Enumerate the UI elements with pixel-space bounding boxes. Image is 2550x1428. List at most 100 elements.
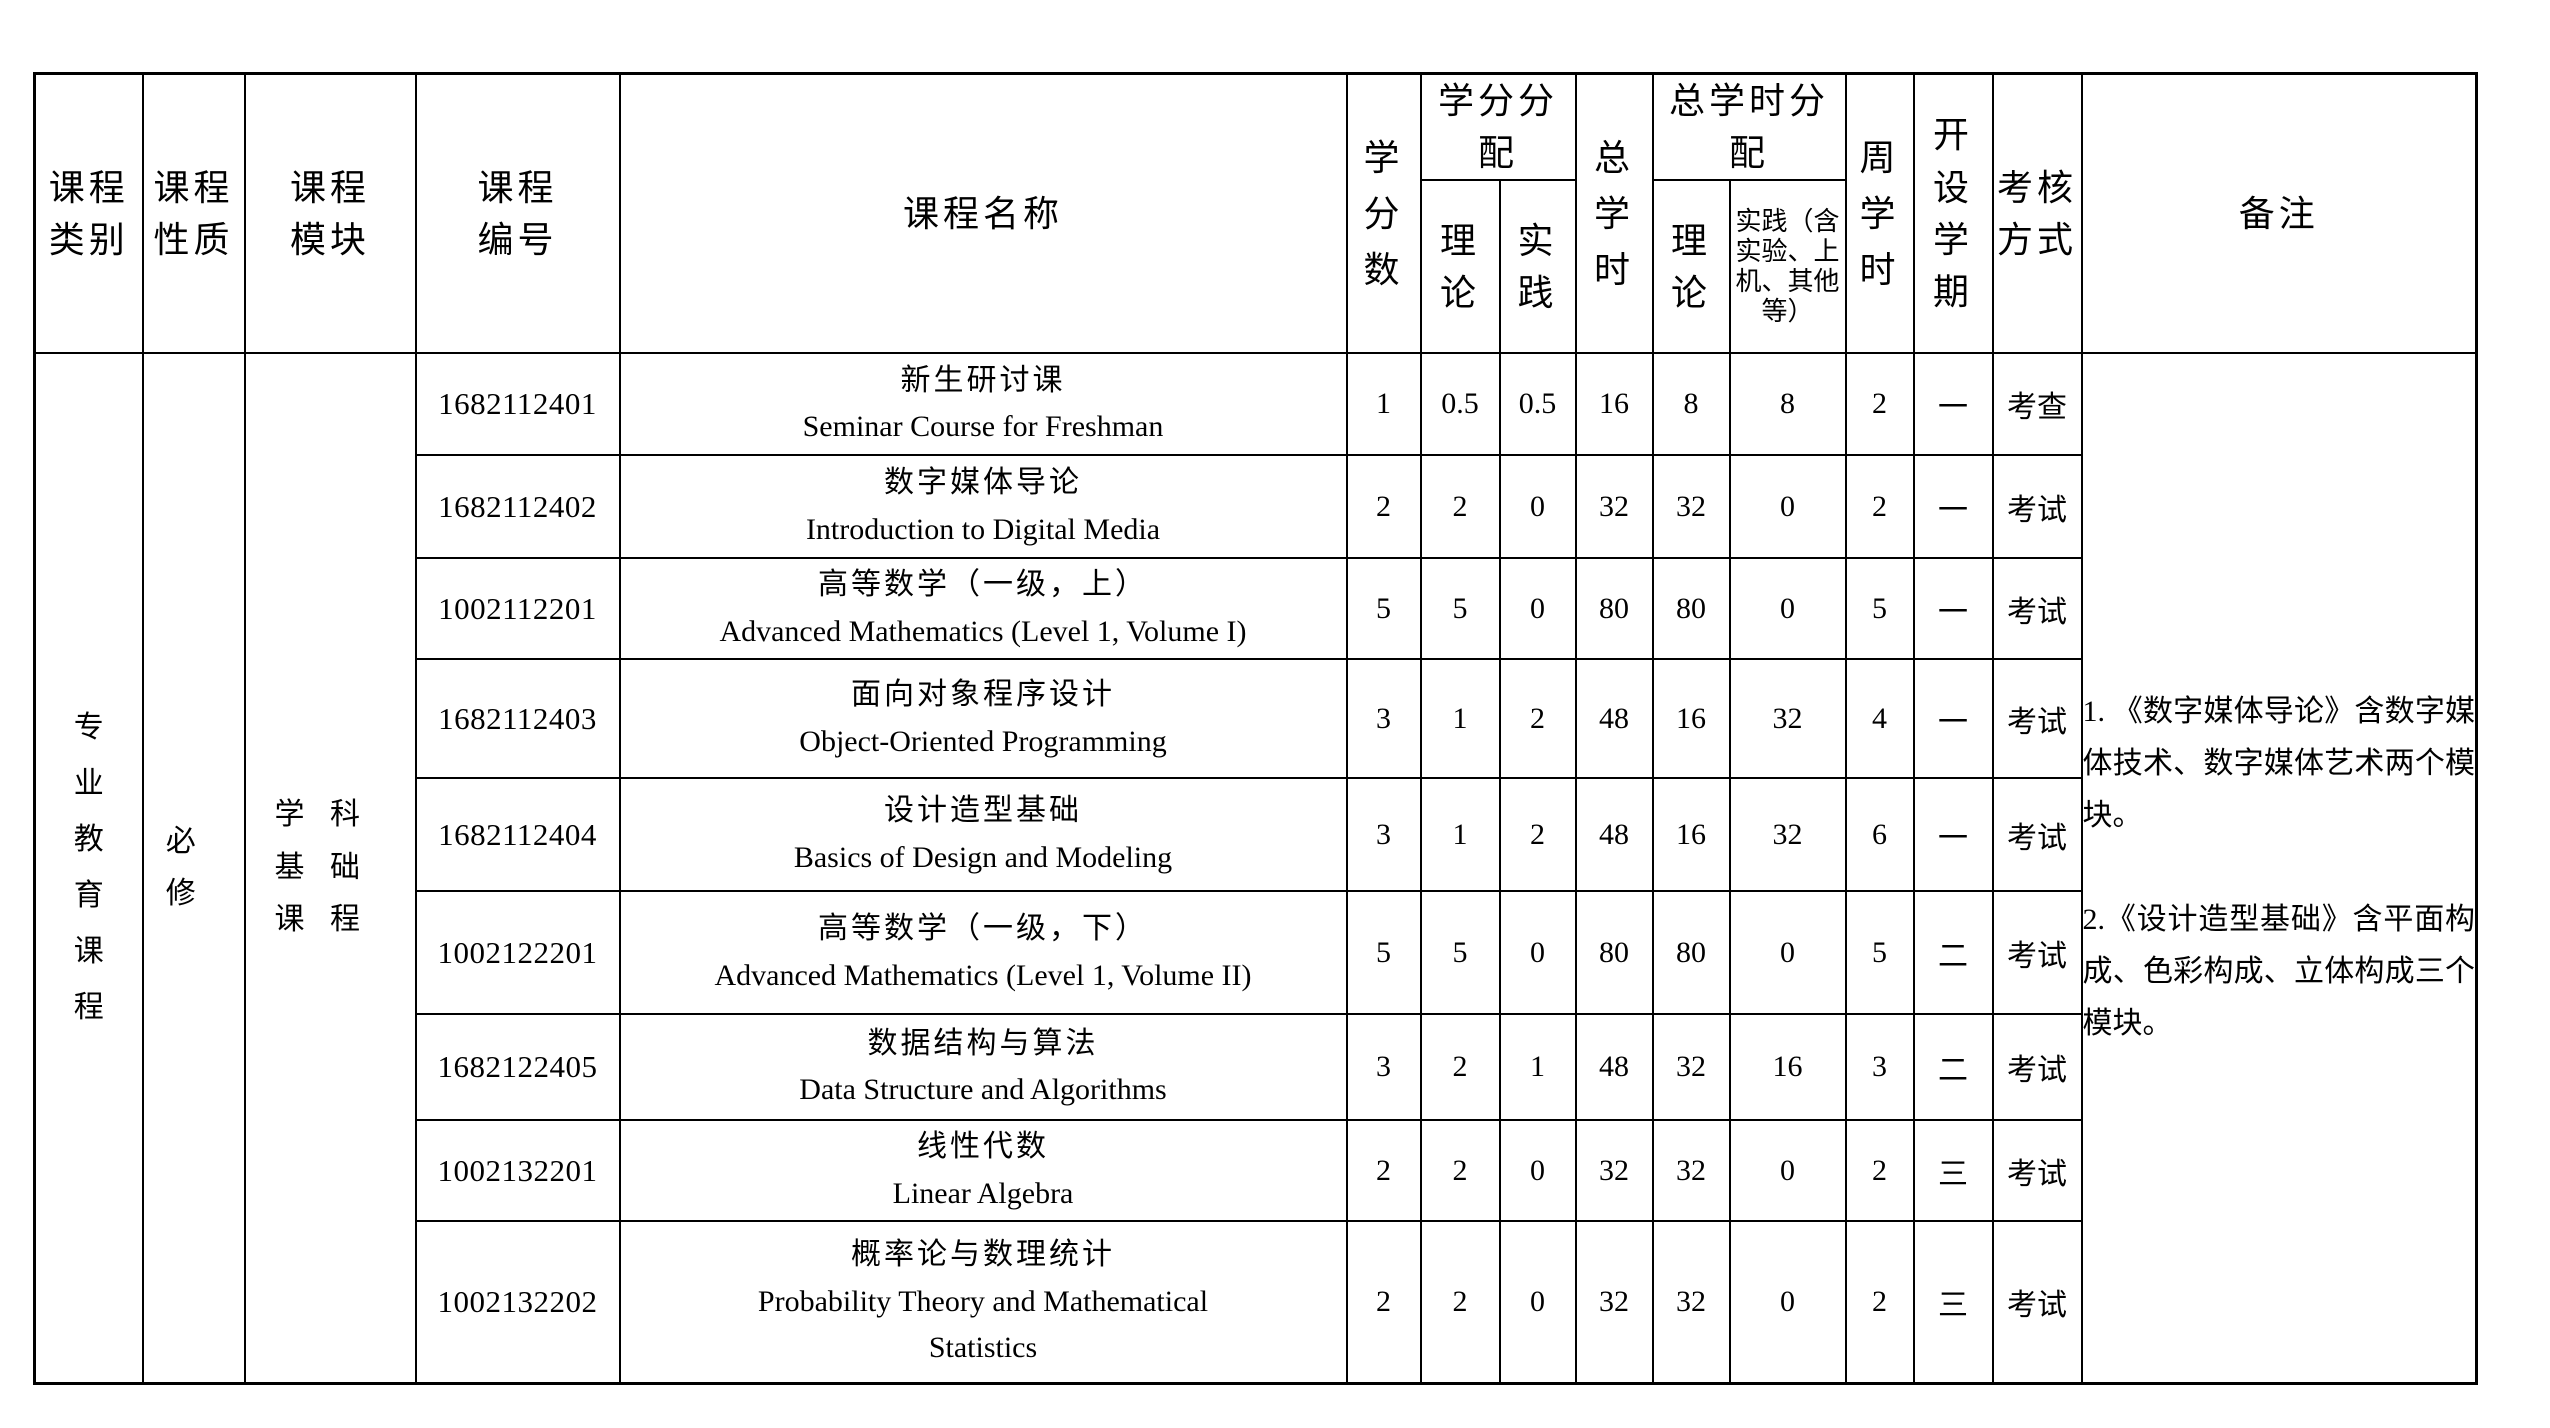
semester-cell: 一 bbox=[1912, 777, 1994, 893]
credit-theory-cell: 0.5 bbox=[1419, 352, 1501, 457]
course-name-en: Data Structure and Algorithms bbox=[799, 1073, 1167, 1107]
course-name-zh: 面向对象程序设计 bbox=[851, 678, 1115, 712]
course-name-zh: 高等数学（一级，下） bbox=[818, 912, 1148, 946]
course-name-en: Probability Theory and Mathematical Stat… bbox=[757, 1284, 1209, 1365]
credit-theory-cell: 2 bbox=[1419, 1119, 1501, 1223]
header-row-1: 课程 类别 课程 性质 课程 模块 课程 编号 课程名称 学 分 数 学分分配 … bbox=[33, 72, 2478, 355]
hours-practice-cell: 32 bbox=[1728, 777, 1847, 893]
hours-practice-cell: 0 bbox=[1728, 1119, 1847, 1223]
assessment-cell: 考试 bbox=[1991, 658, 2083, 780]
group-course-nature: 必修 bbox=[141, 352, 246, 1385]
credits-cell: 3 bbox=[1345, 1013, 1422, 1122]
header-credit-theory: 理论 bbox=[1419, 179, 1501, 355]
header-credits: 学 分 数 bbox=[1345, 72, 1422, 355]
total-hours-cell: 16 bbox=[1574, 352, 1654, 457]
credits-cell: 2 bbox=[1345, 1119, 1422, 1223]
course-code-cell: 1002132201 bbox=[414, 1119, 621, 1223]
course-name-zh: 高等数学（一级，上） bbox=[818, 568, 1148, 602]
hours-theory-cell: 80 bbox=[1651, 557, 1731, 661]
hours-practice-cell: 0 bbox=[1728, 890, 1847, 1016]
credit-practice-cell: 0.5 bbox=[1498, 352, 1577, 457]
course-name-zh: 数字媒体导论 bbox=[884, 466, 1082, 500]
course-name-cell: 面向对象程序设计 Object-Oriented Programming bbox=[618, 658, 1348, 780]
course-name-zh: 线性代数 bbox=[917, 1130, 1049, 1164]
course-code-cell: 1682112402 bbox=[414, 454, 621, 560]
total-hours-cell: 32 bbox=[1574, 454, 1654, 560]
weekly-hours-cell: 5 bbox=[1844, 890, 1915, 1016]
header-total-hours-allocation: 总学时分配 bbox=[1651, 72, 1847, 182]
course-code-cell: 1682112401 bbox=[414, 352, 621, 457]
group-course-category: 专 业 教 育 课 程 bbox=[33, 352, 144, 1385]
course-code-cell: 1682112403 bbox=[414, 658, 621, 780]
semester-cell: 三 bbox=[1912, 1119, 1994, 1223]
credits-cell: 5 bbox=[1345, 557, 1422, 661]
weekly-hours-cell: 6 bbox=[1844, 777, 1915, 893]
course-name-cell: 高等数学（一级，下） Advanced Mathematics (Level 1… bbox=[618, 890, 1348, 1016]
course-name-zh: 新生研讨课 bbox=[900, 363, 1066, 397]
header-course-module: 课程 模块 bbox=[243, 72, 417, 355]
course-name-cell: 高等数学（一级，上） Advanced Mathematics (Level 1… bbox=[618, 557, 1348, 661]
weekly-hours-cell: 5 bbox=[1844, 557, 1915, 661]
header-course-category: 课程 类别 bbox=[33, 72, 144, 355]
credit-theory-cell: 5 bbox=[1419, 557, 1501, 661]
hours-theory-cell: 80 bbox=[1651, 890, 1731, 1016]
header-row-2: 理论 实践 理论 实践（含实验、上机、其他等） bbox=[35, 179, 2477, 355]
course-name-zh: 设计造型基础 bbox=[884, 794, 1082, 828]
weekly-hours-cell: 4 bbox=[1844, 658, 1915, 780]
course-row: 1002132201 线性代数 Linear Algebra 2 2 0 32 … bbox=[35, 1119, 2477, 1223]
credit-theory-cell: 2 bbox=[1419, 454, 1501, 560]
course-name-cell: 概率论与数理统计 Probability Theory and Mathemat… bbox=[618, 1220, 1348, 1385]
course-name-cell: 数字媒体导论 Introduction to Digital Media bbox=[618, 454, 1348, 560]
total-hours-cell: 32 bbox=[1574, 1220, 1654, 1385]
course-row: 1002112201 高等数学（一级，上） Advanced Mathemati… bbox=[35, 557, 2477, 661]
weekly-hours-cell: 2 bbox=[1844, 1220, 1915, 1385]
header-hours-theory: 理论 bbox=[1651, 179, 1731, 355]
hours-practice-cell: 8 bbox=[1728, 352, 1847, 457]
group-course-module: 学科 基础 课程 bbox=[243, 352, 417, 1385]
course-name-en: Object-Oriented Programming bbox=[799, 724, 1167, 758]
course-code-cell: 1002112201 bbox=[414, 557, 621, 661]
hours-theory-cell: 8 bbox=[1651, 352, 1731, 457]
course-name-en: Seminar Course for Freshman bbox=[802, 410, 1164, 444]
header-course-code: 课程 编号 bbox=[414, 72, 621, 355]
header-assessment: 考核 方式 bbox=[1991, 72, 2083, 355]
semester-cell: 三 bbox=[1912, 1220, 1994, 1385]
course-name-en: Linear Algebra bbox=[892, 1176, 1074, 1210]
hours-practice-cell: 16 bbox=[1728, 1013, 1847, 1122]
credits-cell: 2 bbox=[1345, 1220, 1422, 1385]
total-hours-cell: 48 bbox=[1574, 1013, 1654, 1122]
assessment-cell: 考试 bbox=[1991, 777, 2083, 893]
assessment-cell: 考试 bbox=[1991, 557, 2083, 661]
total-hours-cell: 48 bbox=[1574, 777, 1654, 893]
credits-cell: 1 bbox=[1345, 352, 1422, 457]
curriculum-table: 课程 类别 课程 性质 课程 模块 课程 编号 课程名称 学 分 数 学分分配 … bbox=[33, 72, 2479, 1385]
remarks-cell: 1. 《数字媒体导论》含数字媒体技术、数字媒体艺术两个模块。 2.《设计造型基础… bbox=[2080, 352, 2478, 1385]
remark-item: 1. 《数字媒体导论》含数字媒体技术、数字媒体艺术两个模块。 bbox=[2082, 695, 2476, 833]
course-row: 1002122201 高等数学（一级，下） Advanced Mathemati… bbox=[35, 890, 2477, 1016]
credit-theory-cell: 1 bbox=[1419, 777, 1501, 893]
course-name-cell: 新生研讨课 Seminar Course for Freshman bbox=[618, 352, 1348, 457]
course-name-zh: 概率论与数理统计 bbox=[851, 1238, 1115, 1272]
hours-theory-cell: 32 bbox=[1651, 454, 1731, 560]
course-row: 1682122405 数据结构与算法 Data Structure and Al… bbox=[35, 1013, 2477, 1122]
assessment-cell: 考试 bbox=[1991, 1119, 2083, 1223]
header-remarks: 备注 bbox=[2080, 72, 2478, 355]
course-row: 1682112404 设计造型基础 Basics of Design and M… bbox=[35, 777, 2477, 893]
total-hours-cell: 80 bbox=[1574, 890, 1654, 1016]
hours-theory-cell: 32 bbox=[1651, 1220, 1731, 1385]
credit-practice-cell: 0 bbox=[1498, 1119, 1577, 1223]
credit-theory-cell: 2 bbox=[1419, 1013, 1501, 1122]
course-name-en: Advanced Mathematics (Level 1, Volume I) bbox=[719, 614, 1247, 648]
total-hours-cell: 32 bbox=[1574, 1119, 1654, 1223]
course-row: 1682112402 数字媒体导论 Introduction to Digita… bbox=[35, 454, 2477, 560]
semester-cell: 二 bbox=[1912, 890, 1994, 1016]
hours-practice-cell: 0 bbox=[1728, 1220, 1847, 1385]
course-row: 1002132202 概率论与数理统计 Probability Theory a… bbox=[35, 1220, 2477, 1385]
credit-practice-cell: 2 bbox=[1498, 658, 1577, 780]
assessment-cell: 考试 bbox=[1991, 1013, 2083, 1122]
header-semester: 开设 学期 bbox=[1912, 72, 1994, 355]
course-name-cell: 设计造型基础 Basics of Design and Modeling bbox=[618, 777, 1348, 893]
header-course-nature: 课程 性质 bbox=[141, 72, 246, 355]
semester-cell: 一 bbox=[1912, 658, 1994, 780]
course-code-cell: 1682122405 bbox=[414, 1013, 621, 1122]
